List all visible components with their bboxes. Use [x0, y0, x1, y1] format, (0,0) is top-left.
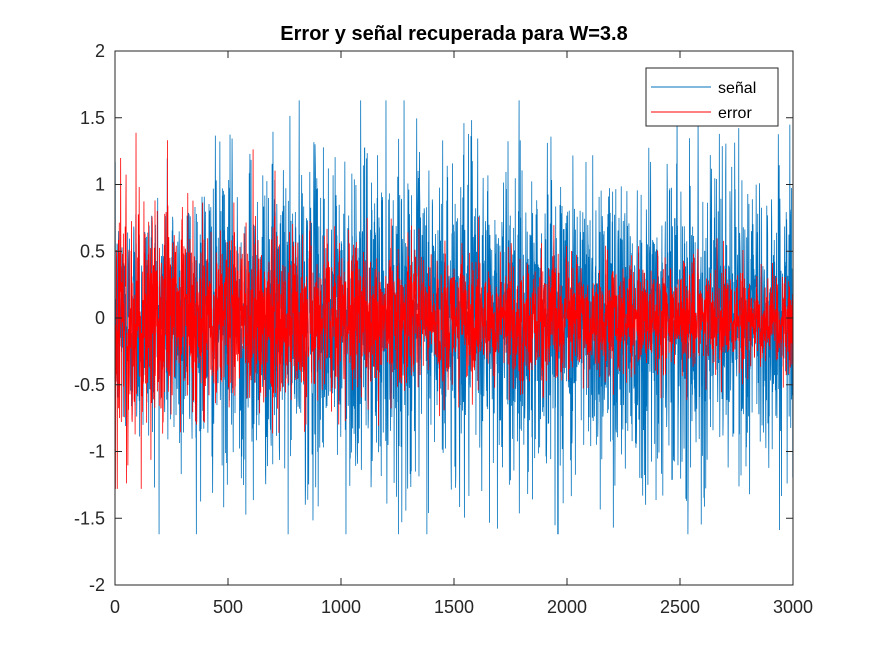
x-tick-label: 1000: [321, 597, 361, 617]
y-tick-label: -2: [89, 575, 105, 595]
x-tick-label: 2500: [660, 597, 700, 617]
legend-label-senal: señal: [718, 80, 756, 97]
y-tick-label: -1.5: [74, 508, 105, 528]
plot-area: [114, 50, 794, 586]
y-axis-ticks: 2 1.5 1 0.5 0 -0.5 -1 -1.5 -2: [74, 41, 793, 595]
y-tick-label: 2: [95, 41, 105, 61]
chart-title: Error y señal recuperada para W=3.8: [280, 23, 627, 45]
series-layer: [114, 100, 794, 535]
x-tick-label: 2000: [547, 597, 587, 617]
y-tick-label: 0.5: [80, 241, 105, 261]
y-tick-label: 1.5: [80, 108, 105, 128]
legend-label-error: error: [718, 105, 752, 122]
y-tick-label: 1: [95, 175, 105, 195]
x-tick-label: 3000: [773, 597, 813, 617]
x-axis-ticks: 0 500 1000 1500 2000 2500 3000: [110, 51, 813, 617]
series-line-error: [114, 132, 794, 489]
x-tick-label: 0: [110, 597, 120, 617]
y-tick-label: -1: [89, 442, 105, 462]
y-tick-label: -0.5: [74, 375, 105, 395]
x-tick-label: 1500: [434, 597, 474, 617]
legend-box: [645, 67, 779, 127]
y-tick-label: 0: [95, 308, 105, 328]
legend: señal error: [645, 67, 779, 127]
x-tick-label: 500: [213, 597, 243, 617]
